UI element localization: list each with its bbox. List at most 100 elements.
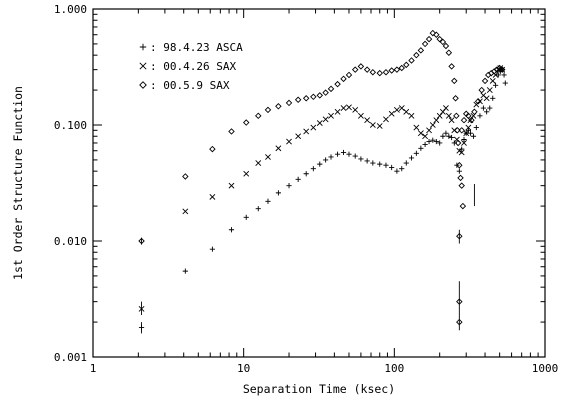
data-point-plus [456, 168, 462, 174]
data-point-x [443, 105, 449, 111]
data-point-diamond [264, 106, 272, 114]
data-point-diamond [285, 99, 293, 107]
data-point-x [334, 108, 341, 115]
data-point-plus [418, 145, 424, 151]
data-point-plus [403, 160, 409, 166]
data-point-x [346, 104, 352, 111]
data-point-plus [440, 133, 446, 139]
data-point-diamond [460, 116, 468, 124]
data-point-plus [502, 80, 508, 86]
data-point-diamond [448, 63, 455, 70]
data-point-x [436, 112, 443, 119]
data-point-diamond [490, 68, 498, 75]
data-point-plus [487, 105, 493, 111]
data-point-diamond [242, 119, 250, 126]
data-point-x [463, 130, 470, 137]
data-point-plus [446, 133, 452, 139]
data-point-x [352, 106, 359, 113]
data-point-plus [340, 149, 347, 156]
data-point-diamond [436, 35, 443, 43]
data-point-diamond [340, 75, 347, 83]
data-point-diamond [209, 145, 216, 153]
data-point-diamond [456, 318, 463, 326]
data-point-x [322, 116, 329, 123]
data-point-x [465, 124, 472, 131]
data-point-diamond [413, 51, 420, 59]
data-point-plus [490, 95, 496, 101]
data-point-plus [437, 140, 443, 146]
y-tick-label: 0.001 [54, 351, 87, 364]
data-point-diamond [496, 64, 503, 72]
data-point-plus [182, 268, 188, 274]
data-point-diamond [310, 93, 317, 101]
data-point-diamond [474, 98, 482, 105]
data-point-plus [370, 160, 376, 166]
data-point-diamond [458, 182, 465, 189]
data-point-x [364, 117, 371, 124]
data-point-diamond [468, 116, 475, 124]
data-point-x [398, 105, 405, 111]
data-point-x [433, 117, 440, 124]
data-point-x [376, 123, 383, 129]
data-point-plus [275, 190, 281, 196]
data-point-plus [473, 124, 479, 131]
data-point-diamond [403, 61, 410, 69]
data-point-plus [389, 164, 395, 171]
plot-frame [92, 8, 546, 358]
data-point-diamond [439, 38, 447, 46]
data-point-plus [334, 151, 341, 157]
legend-label: : 98.4.23 ASCA [150, 41, 243, 54]
data-point-plus [310, 166, 316, 172]
data-point-plus [358, 156, 364, 162]
data-point-plus [443, 130, 449, 136]
data-point-x [486, 87, 493, 93]
data-point-x [448, 117, 455, 124]
legend-label: : 00.4.26 SAX [150, 60, 236, 73]
data-point-plus [408, 155, 415, 161]
data-point-x [439, 108, 446, 115]
data-point-plus [364, 158, 370, 164]
data-point-x [477, 98, 483, 105]
tick-labels: 1 10 100 1000 0.001 0.010 0.100 1.000 [54, 3, 558, 375]
data-point-diamond [408, 57, 415, 64]
data-point-plus [449, 134, 455, 141]
legend-label: : 00.5.9 SAX [150, 79, 230, 92]
data-point-diamond [457, 174, 464, 182]
data-point-x [403, 108, 410, 115]
y-tick-label: 0.010 [54, 235, 87, 248]
data-point-diamond [275, 103, 282, 110]
y-axis-label: 1st Order Structure Function [11, 86, 25, 280]
data-point-plus [383, 162, 389, 168]
data-point-diamond [454, 127, 461, 134]
data-point-x [275, 145, 282, 152]
data-point-plus [228, 227, 235, 233]
data-point-diamond [459, 202, 467, 210]
data-point-x [388, 110, 395, 117]
data-point-plus [323, 157, 329, 163]
data-point-diamond [458, 127, 465, 134]
data-point-diamond [481, 77, 489, 85]
data-point-plus [286, 183, 292, 189]
data-point-plus [422, 141, 428, 148]
data-point-plus [243, 214, 249, 220]
data-point-diamond [327, 85, 335, 93]
data-point-plus [413, 150, 419, 156]
x-tick-label: 10 [237, 362, 250, 375]
data-point-diamond [429, 29, 437, 37]
data-point-plus [465, 127, 471, 133]
data-point-diamond [357, 63, 365, 70]
data-point-x [255, 160, 262, 166]
data-point-diamond [421, 40, 429, 48]
data-point-x [209, 193, 216, 200]
data-point-plus [303, 171, 309, 177]
data-point-diamond [255, 112, 262, 120]
data-point-diamond [433, 31, 440, 38]
data-point-diamond [382, 69, 390, 76]
series-x [138, 65, 506, 316]
data-point-x [295, 133, 302, 140]
data-point-plus [480, 105, 486, 111]
data-point-diamond [388, 67, 395, 74]
data-point-diamond [425, 35, 433, 43]
data-point-x [458, 149, 465, 156]
data-point-plus [470, 133, 477, 139]
